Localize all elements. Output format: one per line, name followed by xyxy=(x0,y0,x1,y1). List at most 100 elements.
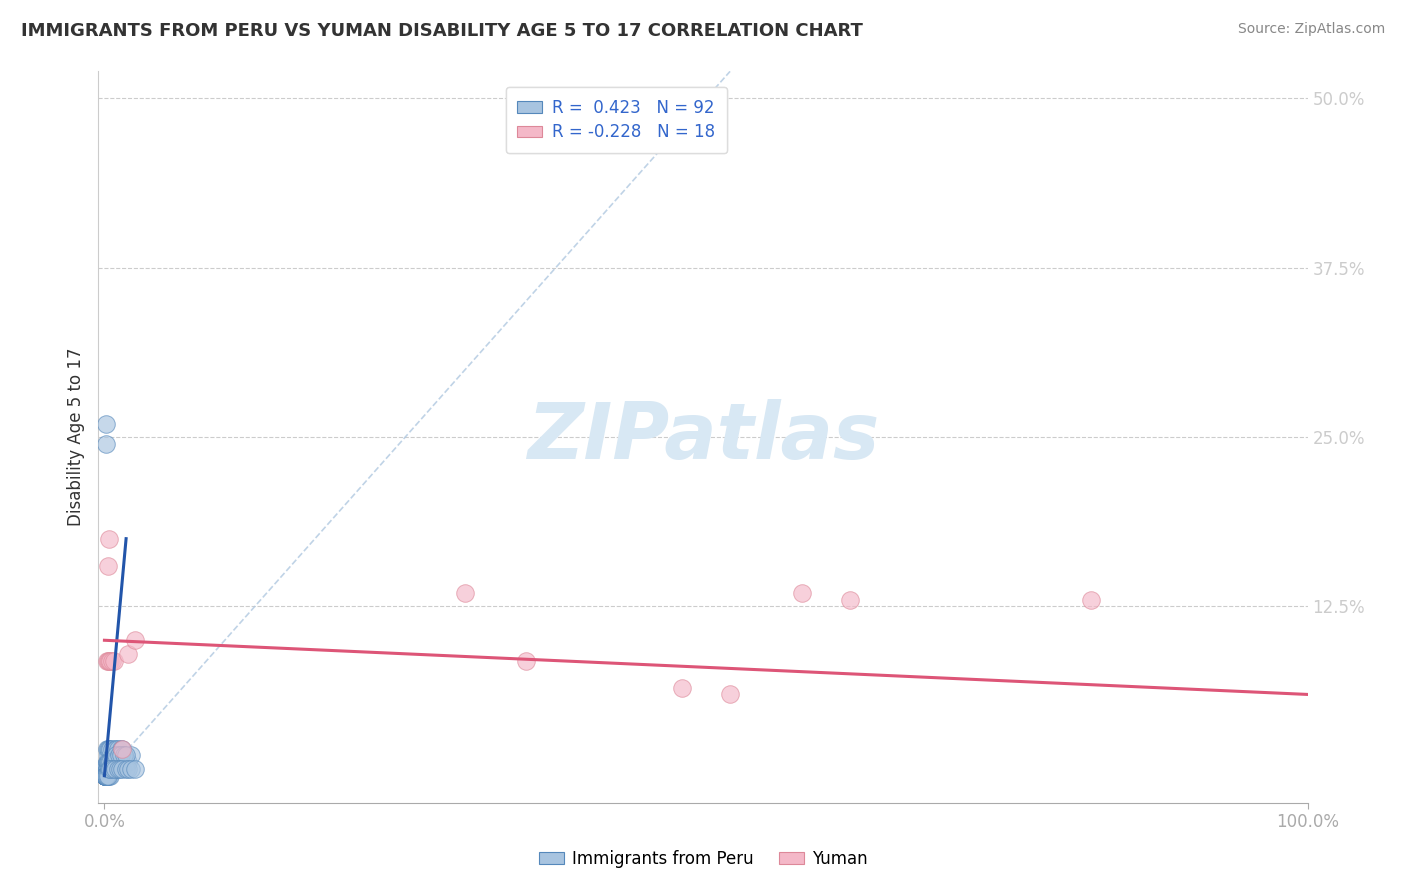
Text: Source: ZipAtlas.com: Source: ZipAtlas.com xyxy=(1237,22,1385,37)
Point xyxy=(94,769,117,783)
Point xyxy=(101,762,124,776)
Point xyxy=(93,769,115,783)
Point xyxy=(104,755,127,769)
Point xyxy=(98,654,121,668)
Point xyxy=(117,762,139,776)
Point xyxy=(101,762,124,776)
Point xyxy=(111,741,134,756)
Point xyxy=(104,762,127,776)
Point xyxy=(839,592,862,607)
Point xyxy=(94,769,117,783)
Point xyxy=(94,769,117,783)
Point xyxy=(94,437,117,451)
Point xyxy=(94,769,117,783)
Point xyxy=(104,762,127,776)
Point xyxy=(98,741,121,756)
Point xyxy=(97,762,120,776)
Legend: Immigrants from Peru, Yuman: Immigrants from Peru, Yuman xyxy=(531,844,875,875)
Point xyxy=(120,762,142,776)
Point xyxy=(454,586,477,600)
Point xyxy=(718,688,741,702)
Point xyxy=(103,762,125,776)
Point xyxy=(98,755,121,769)
Point xyxy=(120,748,142,763)
Point xyxy=(100,755,122,769)
Point xyxy=(94,769,117,783)
Point xyxy=(94,769,117,783)
Point xyxy=(94,769,117,783)
Point xyxy=(101,755,124,769)
Point xyxy=(96,757,118,772)
Point xyxy=(124,633,146,648)
Point xyxy=(96,769,118,783)
Point xyxy=(117,647,139,661)
Point xyxy=(100,762,122,776)
Point xyxy=(107,762,129,776)
Point xyxy=(94,769,117,783)
Point xyxy=(100,762,122,776)
Point xyxy=(105,748,128,763)
Point xyxy=(98,762,121,776)
Point xyxy=(108,748,131,763)
Legend: R =  0.423   N = 92, R = -0.228   N = 18: R = 0.423 N = 92, R = -0.228 N = 18 xyxy=(506,87,727,153)
Point xyxy=(103,654,125,668)
Point xyxy=(112,748,135,763)
Point xyxy=(94,769,117,783)
Point xyxy=(111,762,134,776)
Point xyxy=(104,741,127,756)
Point xyxy=(96,769,118,783)
Point xyxy=(94,769,117,783)
Point xyxy=(97,654,120,668)
Point xyxy=(100,755,122,769)
Point xyxy=(105,741,128,756)
Point xyxy=(100,654,122,668)
Point xyxy=(110,741,132,756)
Point xyxy=(96,741,118,756)
Point xyxy=(94,762,117,776)
Point xyxy=(97,769,120,783)
Text: ZIPatlas: ZIPatlas xyxy=(527,399,879,475)
Y-axis label: Disability Age 5 to 17: Disability Age 5 to 17 xyxy=(66,348,84,526)
Point xyxy=(117,755,139,769)
Point xyxy=(94,762,117,776)
Point xyxy=(105,755,128,769)
Point xyxy=(96,769,118,783)
Point xyxy=(100,654,122,668)
Point xyxy=(100,769,122,783)
Point xyxy=(107,741,129,756)
Point xyxy=(96,654,118,668)
Point xyxy=(98,755,121,769)
Point xyxy=(100,755,122,769)
Point xyxy=(96,755,118,769)
Point xyxy=(107,755,129,769)
Point xyxy=(792,586,814,600)
Point xyxy=(103,755,125,769)
Point xyxy=(97,748,120,763)
Point xyxy=(103,748,125,763)
Text: IMMIGRANTS FROM PERU VS YUMAN DISABILITY AGE 5 TO 17 CORRELATION CHART: IMMIGRANTS FROM PERU VS YUMAN DISABILITY… xyxy=(21,22,863,40)
Point xyxy=(98,532,121,546)
Point xyxy=(100,741,122,756)
Point xyxy=(94,769,117,783)
Point xyxy=(94,769,117,783)
Point xyxy=(97,755,120,769)
Point xyxy=(124,762,146,776)
Point xyxy=(100,755,122,769)
Point xyxy=(110,748,132,763)
Point xyxy=(94,769,117,783)
Point xyxy=(97,558,120,573)
Point xyxy=(98,762,121,776)
Point xyxy=(115,762,138,776)
Point xyxy=(515,654,537,668)
Point xyxy=(98,769,121,783)
Point xyxy=(94,769,117,783)
Point xyxy=(111,741,134,756)
Point xyxy=(94,417,117,431)
Point xyxy=(112,748,135,763)
Point xyxy=(96,762,118,776)
Point xyxy=(1080,592,1102,607)
Point xyxy=(96,762,118,776)
Point xyxy=(94,769,117,783)
Point xyxy=(100,762,122,776)
Point xyxy=(94,769,117,783)
